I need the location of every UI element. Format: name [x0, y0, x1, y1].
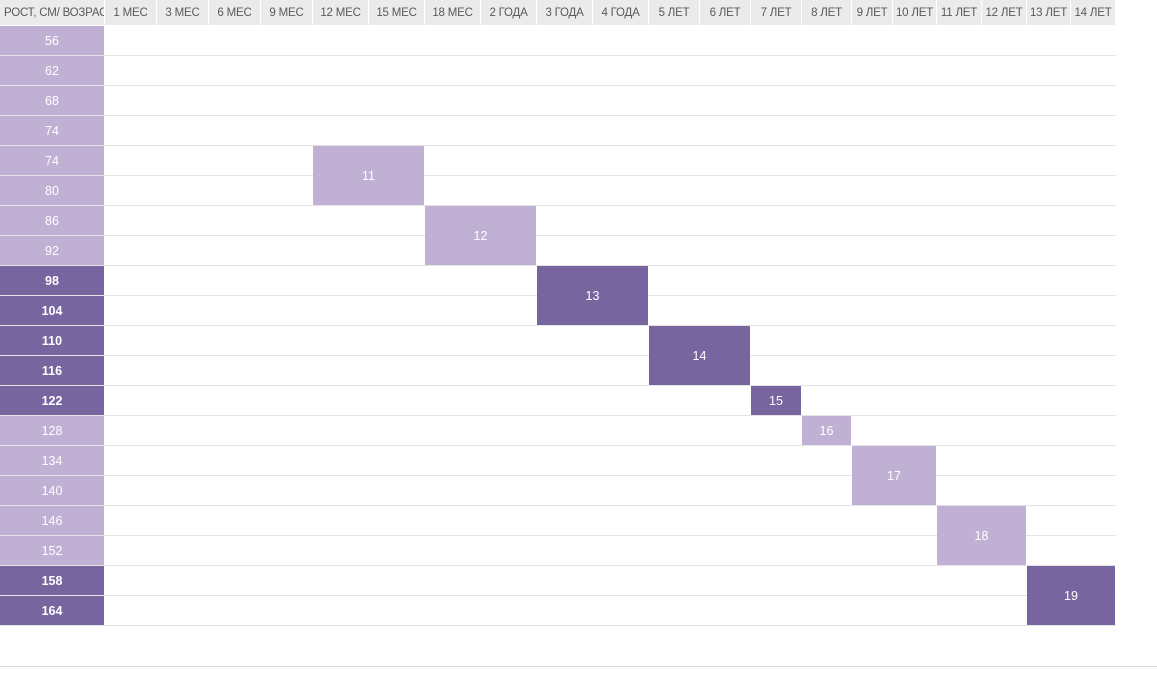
age-column-header: 10 ЛЕТ — [893, 0, 936, 25]
row-divider — [0, 535, 1116, 536]
height-cell: 128 — [0, 416, 104, 445]
row-divider — [0, 205, 1116, 206]
age-column-header: 8 ЛЕТ — [802, 0, 851, 25]
age-column-header: 18 МЕС — [425, 0, 480, 25]
height-cell: 146 — [0, 506, 104, 535]
age-column-header: 15 МЕС — [369, 0, 424, 25]
size-block: 14 — [649, 326, 750, 385]
age-column-header: 12 МЕС — [313, 0, 368, 25]
size-block: 13 — [537, 266, 648, 325]
size-block: 19 — [1027, 566, 1115, 625]
height-cell: 116 — [0, 356, 104, 385]
height-cell: 68 — [0, 86, 104, 115]
height-cell: 140 — [0, 476, 104, 505]
header-corner-label: РОСТ, СМ/ ВОЗРАСТ — [0, 0, 104, 25]
height-cell: 158 — [0, 566, 104, 595]
size-block: 15 — [751, 386, 801, 415]
age-column-header: 11 ЛЕТ — [937, 0, 981, 25]
age-column-header: 9 ЛЕТ — [852, 0, 892, 25]
age-column-header: 6 МЕС — [209, 0, 260, 25]
row-divider — [0, 265, 1116, 266]
height-cell: 152 — [0, 536, 104, 565]
row-divider — [0, 625, 1116, 626]
row-divider — [0, 355, 1116, 356]
age-column-header: 9 МЕС — [261, 0, 312, 25]
footer-divider — [0, 666, 1157, 667]
age-column-header: 1 МЕС — [105, 0, 156, 25]
age-column-header: 13 ЛЕТ — [1027, 0, 1070, 25]
size-block: 12 — [425, 206, 536, 265]
age-column-header: 3 МЕС — [157, 0, 208, 25]
age-column-header: 6 ЛЕТ — [700, 0, 750, 25]
row-divider — [0, 85, 1116, 86]
age-column-header: 2 ГОДА — [481, 0, 536, 25]
row-divider — [0, 325, 1116, 326]
age-column-header: 12 ЛЕТ — [982, 0, 1026, 25]
row-divider — [0, 595, 1116, 596]
size-chart-table: РОСТ, СМ/ ВОЗРАСТ 1 МЕС 3 МЕС 6 МЕС 9 МЕС 12 … — [0, 0, 1116, 626]
row-divider — [0, 145, 1116, 146]
height-cell: 74 — [0, 116, 104, 145]
size-block: 11 — [313, 146, 424, 205]
age-column-header: 14 ЛЕТ — [1071, 0, 1115, 25]
height-cell: 56 — [0, 26, 104, 55]
row-divider — [0, 505, 1116, 506]
age-column-header: 4 ГОДА — [593, 0, 648, 25]
row-divider — [0, 385, 1116, 386]
row-divider — [0, 445, 1116, 446]
height-cell: 62 — [0, 56, 104, 85]
height-cell: 74 — [0, 146, 104, 175]
size-block: 17 — [852, 446, 936, 505]
height-cell: 92 — [0, 236, 104, 265]
height-cell: 104 — [0, 296, 104, 325]
row-divider — [0, 565, 1116, 566]
row-divider — [0, 415, 1116, 416]
height-cell: 86 — [0, 206, 104, 235]
row-divider — [0, 115, 1116, 116]
height-cell: 110 — [0, 326, 104, 355]
height-cell: 164 — [0, 596, 104, 625]
row-divider — [0, 175, 1116, 176]
age-column-header: 7 ЛЕТ — [751, 0, 801, 25]
height-cell: 134 — [0, 446, 104, 475]
height-cell: 98 — [0, 266, 104, 295]
row-divider — [0, 55, 1116, 56]
row-divider — [0, 235, 1116, 236]
height-cell: 122 — [0, 386, 104, 415]
age-column-header: 3 ГОДА — [537, 0, 592, 25]
row-divider — [0, 475, 1116, 476]
size-block: 16 — [802, 416, 851, 445]
height-cell: 80 — [0, 176, 104, 205]
age-column-header: 5 ЛЕТ — [649, 0, 699, 25]
size-block: 18 — [937, 506, 1026, 565]
